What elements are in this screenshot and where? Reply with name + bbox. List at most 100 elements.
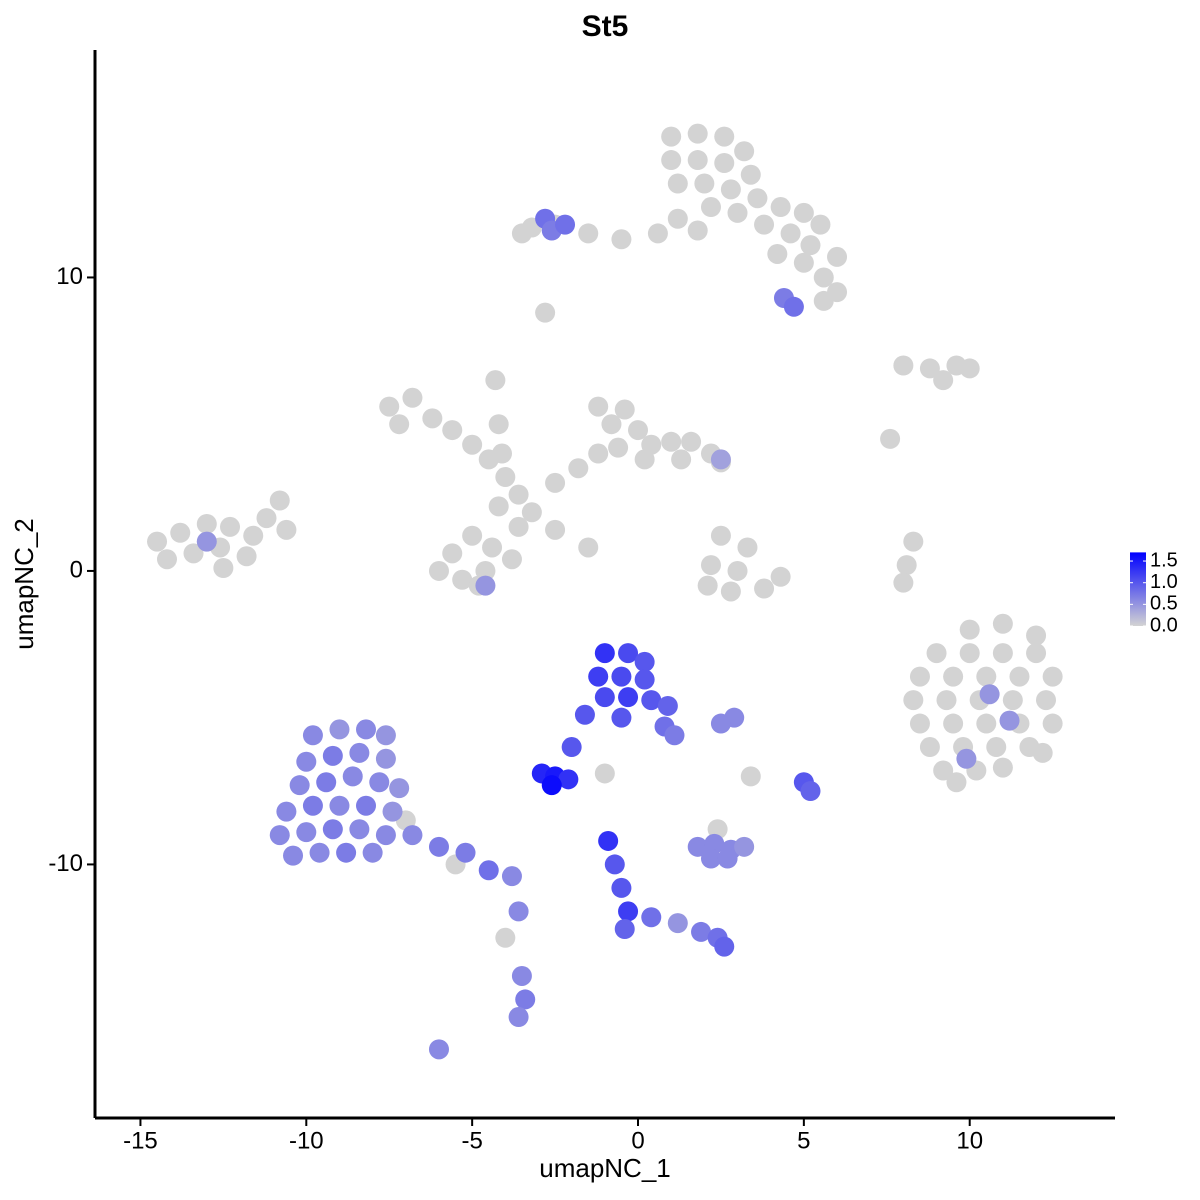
cell-point [455, 842, 476, 863]
cell-point [428, 836, 449, 857]
cell-point [511, 223, 532, 244]
cell-point [687, 220, 708, 241]
cell-point [316, 772, 337, 793]
cell-point [697, 575, 718, 596]
cell-point [156, 549, 177, 570]
cell-point [462, 434, 483, 455]
cell-point [747, 188, 768, 209]
cell-point [986, 737, 1007, 758]
cell-point [959, 619, 980, 640]
cell-point [1009, 666, 1030, 687]
cell-point [770, 197, 791, 218]
cell-point [611, 229, 632, 250]
cell-point [1032, 742, 1053, 763]
cell-point [992, 613, 1013, 634]
cell-point [880, 428, 901, 449]
cell-point [442, 543, 463, 564]
cell-point [710, 713, 731, 734]
cell-point [614, 399, 635, 420]
cell-point [714, 152, 735, 173]
cell-point [170, 522, 191, 543]
cell-point [783, 296, 804, 317]
cell-point [700, 848, 721, 869]
cell-point [827, 246, 848, 267]
cell-point [296, 822, 317, 843]
cell-point [909, 713, 930, 734]
cell-point [734, 836, 755, 857]
cell-point [647, 223, 668, 244]
cell-point [614, 918, 635, 939]
cell-point [687, 836, 708, 857]
cell-point [720, 581, 741, 602]
cell-point [356, 795, 377, 816]
cell-point [588, 396, 609, 417]
cell-point [667, 913, 688, 934]
cell-point [813, 290, 834, 311]
cell-point [691, 921, 712, 942]
cell-point [495, 467, 516, 488]
cell-point [641, 690, 662, 711]
cell-point [329, 719, 350, 740]
cell-point [793, 252, 814, 273]
cell-point [369, 772, 390, 793]
cell-point [611, 666, 632, 687]
cell-point [634, 449, 655, 470]
cell-point [611, 707, 632, 728]
cell-point [283, 845, 304, 866]
cell-point [976, 666, 997, 687]
cell-point [183, 543, 204, 564]
x-tick-label: -5 [461, 1127, 482, 1154]
cell-point [594, 763, 615, 784]
cell-point [780, 223, 801, 244]
cell-point [349, 819, 370, 840]
x-tick-label: -15 [123, 1127, 158, 1154]
cell-point [959, 643, 980, 664]
colorbar-label: 0.5 [1150, 593, 1178, 615]
cell-point [618, 901, 639, 922]
cell-point [720, 179, 741, 200]
colorbar-label: 1.0 [1150, 571, 1178, 593]
cell-point [402, 825, 423, 846]
cell-point [574, 704, 595, 725]
cell-point [508, 516, 529, 537]
cell-point [810, 214, 831, 235]
cell-point [919, 358, 940, 379]
cell-point [700, 197, 721, 218]
cell-point [276, 519, 297, 540]
cell-point [243, 525, 264, 546]
cell-point [511, 965, 532, 986]
cell-point [740, 766, 761, 787]
cell-point [1036, 690, 1057, 711]
colorbar [1130, 552, 1146, 626]
cell-point [375, 725, 396, 746]
cell-point [740, 164, 761, 185]
cell-point [213, 558, 234, 579]
cell-point [488, 414, 509, 435]
cell-point [302, 725, 323, 746]
cell-point [919, 737, 940, 758]
cell-point [568, 458, 589, 479]
cell-point [501, 866, 522, 887]
y-tick-label: 0 [70, 556, 83, 583]
cell-point [999, 710, 1020, 731]
cell-point [492, 443, 513, 464]
cell-point [561, 737, 582, 758]
cell-point [946, 772, 967, 793]
cell-point [382, 801, 403, 822]
cell-point [903, 690, 924, 711]
cell-point [618, 687, 639, 708]
cell-point [495, 927, 516, 948]
cell-point [909, 666, 930, 687]
cell-point [661, 431, 682, 452]
cell-point [717, 848, 738, 869]
cell-point [903, 531, 924, 552]
cell-point [694, 173, 715, 194]
cell-point [508, 1007, 529, 1028]
axes: -15 -10 -5 0 5 10 -10 0 10 [48, 50, 1115, 1154]
cell-point [362, 842, 383, 863]
cell-point [196, 531, 217, 552]
cell-point [992, 757, 1013, 778]
cell-point [442, 420, 463, 441]
cell-point [933, 370, 954, 391]
cell-point [714, 936, 735, 957]
